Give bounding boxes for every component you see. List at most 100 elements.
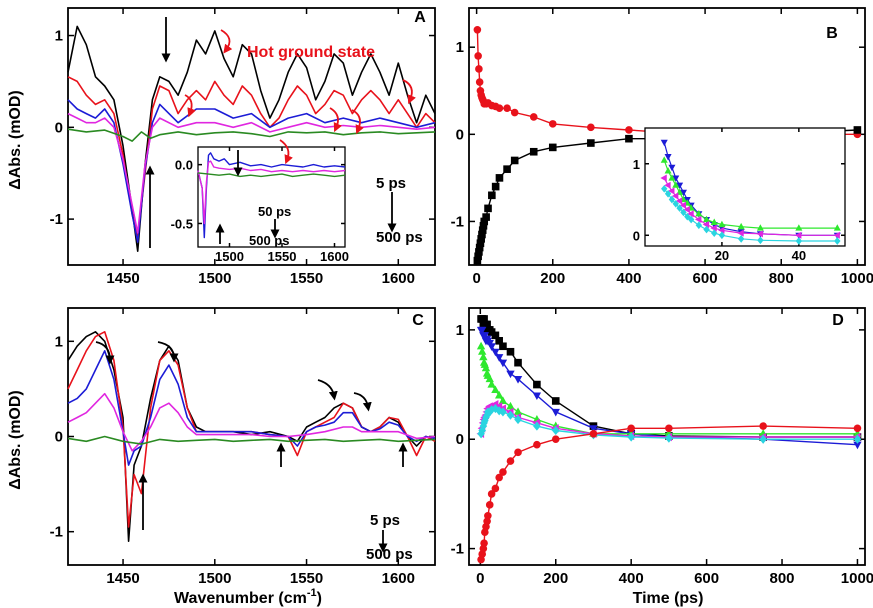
x-axis-label-left: Wavenumber (cm-1) xyxy=(174,587,322,607)
b-inset-point-3-4 xyxy=(676,204,683,212)
b-x-tick-label-1: 200 xyxy=(540,270,565,287)
b-inset-point-2-14 xyxy=(795,231,802,239)
a-y-tick-label-1: 0 xyxy=(55,119,63,136)
b-point-1-5 xyxy=(477,235,485,243)
d-x-tick-label-3: 600 xyxy=(694,570,719,587)
b-point-1-17 xyxy=(529,147,538,156)
d-x-tick-label-4: 800 xyxy=(770,570,795,587)
b-x-tick-label-5: 1000 xyxy=(841,270,873,287)
d-point-2-10 xyxy=(491,385,500,394)
c-series-2 xyxy=(67,350,436,466)
b-inset-point-2-2 xyxy=(668,187,675,195)
b-point-1-6 xyxy=(478,230,486,239)
d-point-1-9 xyxy=(487,343,496,351)
d-point-5-8 xyxy=(485,501,494,509)
d-point-4-10 xyxy=(491,404,500,414)
b-inset-point-1-9 xyxy=(703,215,711,223)
d-point-5-10 xyxy=(491,484,500,493)
b-inset-point-3-12 xyxy=(737,235,745,243)
panel-d-label: D xyxy=(832,312,844,329)
b-inset-point-2-11 xyxy=(718,226,725,234)
hot-ground-arrow-2 xyxy=(184,94,196,118)
d-point-1-13 xyxy=(506,370,515,379)
b-inset-y-tick-label-1: 0 xyxy=(633,228,640,243)
b-inset-point-2-8 xyxy=(695,216,702,224)
x-axis-label-right: Time (ps) xyxy=(633,590,704,607)
b-inset-point-2-3 xyxy=(671,192,679,200)
d-point-2-12 xyxy=(498,396,508,404)
panel-d: 0 200 400 600 800 1000 1 0 -1 xyxy=(451,307,873,587)
d-point-4-15 xyxy=(533,421,541,431)
d-point-5-16 xyxy=(551,435,560,444)
panel-b-label: B xyxy=(826,25,838,42)
a-series-2 xyxy=(67,99,436,243)
b-point-1-8 xyxy=(479,221,488,230)
a-inset-series-2 xyxy=(197,172,346,178)
b-x-tick-label-4: 800 xyxy=(769,270,794,287)
d-point-0-12 xyxy=(499,342,507,351)
a-frame xyxy=(67,7,436,266)
c-y-tick-label-1: 0 xyxy=(55,429,63,446)
d-frame xyxy=(468,307,866,566)
c-curve-arrow-2 xyxy=(157,341,179,363)
b-inset-point-3-3 xyxy=(672,199,679,208)
b-inset-point-1-14 xyxy=(795,224,803,231)
c-curve-arrow-3 xyxy=(317,379,338,401)
b-point-1-1 xyxy=(474,252,482,261)
b-point-1-15 xyxy=(503,165,511,173)
b-inset-point-1-12 xyxy=(737,222,745,230)
b-inset-point-3-10 xyxy=(711,229,718,237)
b-point-0-0 xyxy=(473,25,482,34)
b-point-0-14 xyxy=(495,104,504,112)
a-series-4 xyxy=(67,128,436,142)
d-point-0-14 xyxy=(514,358,522,367)
a-series-3 xyxy=(67,112,436,234)
b-inset-point-0-1 xyxy=(664,154,672,161)
y-axis-label-top: ΔAbs. (mOD) xyxy=(7,90,24,190)
d-point-5-13 xyxy=(506,457,515,465)
d-point-0-6 xyxy=(483,320,491,329)
b-point-0-15 xyxy=(503,104,511,112)
a-inset-x-tick-label-0: 1500 xyxy=(215,249,244,264)
b-point-1-18 xyxy=(548,143,557,152)
d-point-5-18 xyxy=(627,424,635,433)
d-y-tick-label-1: 0 xyxy=(456,431,464,448)
b-inset-point-3-6 xyxy=(684,212,691,221)
b-point-1-16 xyxy=(510,156,519,165)
d-y-tick-label-0: 1 xyxy=(456,322,464,339)
d-point-4-19 xyxy=(665,433,673,443)
d-point-5-9 xyxy=(487,490,496,498)
b-inset-point-1-8 xyxy=(695,209,703,217)
d-point-2-5 xyxy=(481,363,491,372)
d-point-0-15 xyxy=(533,380,541,389)
b-point-1-19 xyxy=(587,139,595,147)
hot-ground-arrow-1 xyxy=(220,29,233,54)
b-y-tick-label-2: -1 xyxy=(451,213,464,230)
c-x-tick-label-1: 1500 xyxy=(198,570,231,587)
c-curve-arrow-1 xyxy=(95,341,115,365)
d-x-tick-label-2: 400 xyxy=(619,570,644,587)
d-point-5-15 xyxy=(533,440,541,449)
b-y-tick-label-1: 0 xyxy=(456,126,464,143)
d-point-1-21 xyxy=(853,441,862,450)
d-x-tick-label-5: 1000 xyxy=(841,570,873,587)
hot-ground-state-label: Hot ground state xyxy=(247,44,375,61)
d-point-0-16 xyxy=(551,397,560,405)
x-axis-label-left-end: ) xyxy=(317,590,322,607)
b-inset-point-3-9 xyxy=(703,225,710,234)
b-point-0-1 xyxy=(474,52,482,60)
a-y-tick-label-0: 1 xyxy=(55,28,63,45)
b-point-1-10 xyxy=(482,213,490,221)
d-point-0-11 xyxy=(495,337,503,345)
d-point-4-14 xyxy=(514,414,522,425)
b-point-0-3 xyxy=(475,78,484,86)
b-x-tick-label-2: 400 xyxy=(616,270,641,287)
c-series-3 xyxy=(67,392,436,452)
a-inset-x-tick-label-2: 1600 xyxy=(320,249,349,264)
b-inset-fit-1 xyxy=(663,159,838,229)
b-inset-point-0-4 xyxy=(676,182,684,190)
d-point-4-21 xyxy=(853,434,862,444)
b-point-1-0 xyxy=(473,256,482,265)
c-x-tick-label-0: 1450 xyxy=(106,570,139,587)
